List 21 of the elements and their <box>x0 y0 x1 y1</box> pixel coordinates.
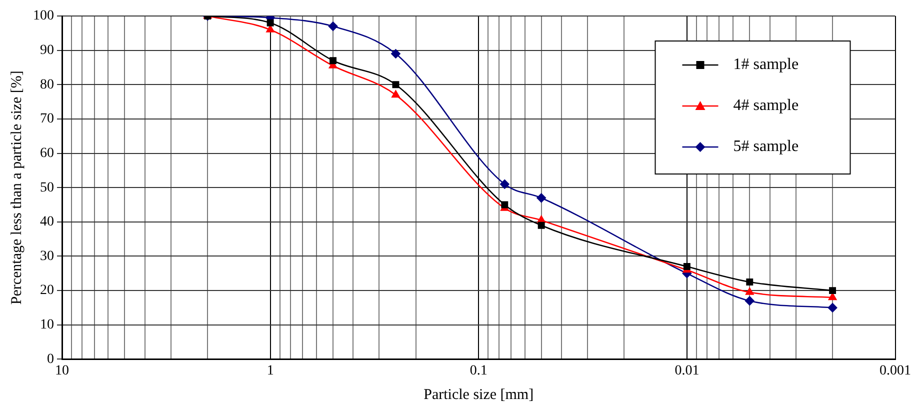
legend-label: 1# sample <box>733 56 799 74</box>
x-tick-label: 0.1 <box>470 363 488 378</box>
y-tick-label: 70 <box>40 112 54 127</box>
y-tick-label: 80 <box>40 77 54 92</box>
y-tick-label: 20 <box>40 283 54 298</box>
y-tick-label: 50 <box>40 180 54 196</box>
x-tick-label: 0.01 <box>674 363 700 378</box>
y-tick-label: 10 <box>40 318 54 333</box>
x-tick-label: 1 <box>266 363 274 378</box>
legend-label: 5# sample <box>733 138 799 156</box>
y-tick-label: 100 <box>33 8 54 24</box>
x-tick-label: 10 <box>55 363 69 378</box>
x-tick-label: 0.001 <box>880 363 911 378</box>
x-axis-title: Particle size [mm] <box>424 386 534 403</box>
y-tick-label: 90 <box>40 42 54 58</box>
legend-label: 4# sample <box>733 97 799 114</box>
y-tick-label: 60 <box>40 146 54 161</box>
y-tick-label: 30 <box>40 248 54 264</box>
y-axis-title: Percentage less than a particle size [%] <box>8 70 25 305</box>
y-tick-label: 0 <box>47 352 54 367</box>
y-tick-label: 40 <box>40 214 54 230</box>
